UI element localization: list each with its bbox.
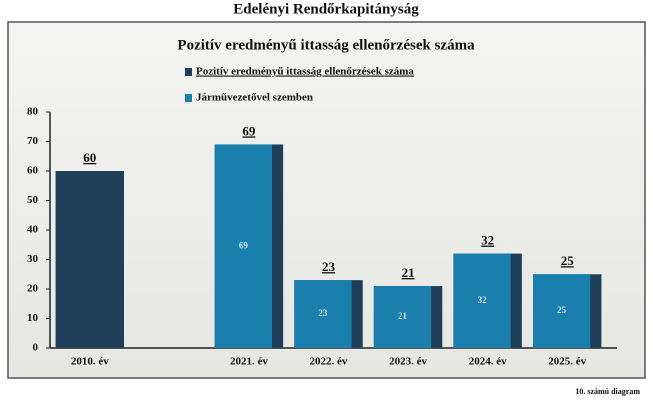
page: {"header": {"title": "Edelényi Rendőrkap…	[0, 0, 653, 402]
inner-value-label: 21	[398, 311, 408, 321]
y-tick-label: 60	[27, 165, 39, 177]
legend-swatch	[185, 94, 192, 102]
legend-swatch	[185, 68, 192, 76]
bar	[56, 171, 124, 348]
y-tick-label: 80	[27, 106, 39, 118]
y-tick-label: 40	[27, 224, 39, 236]
legend-label: Járművezetővel szemben	[196, 92, 313, 104]
footer-note: 10. számú diagram	[575, 387, 640, 396]
y-tick-label: 20	[27, 283, 39, 295]
x-tick-label: 2021. év	[230, 356, 268, 368]
x-tick-label: 2024. év	[469, 356, 507, 368]
y-tick-label: 10	[27, 312, 39, 324]
legend-label: Pozitív eredményű ittasság ellenőrzések …	[196, 66, 414, 78]
y-tick-label: 50	[27, 194, 39, 206]
value-label: 23	[322, 259, 336, 274]
y-tick-label: 0	[33, 342, 39, 354]
value-label: 21	[402, 265, 415, 280]
inner-value-label: 25	[557, 305, 567, 315]
page-title: Edelényi Rendőrkapitányság	[233, 1, 419, 17]
value-label: 69	[242, 123, 256, 138]
y-tick-label: 70	[27, 135, 39, 147]
x-tick-label: 2023. év	[389, 356, 427, 368]
x-tick-label: 2010. év	[71, 356, 109, 368]
chart-title: Pozitív eredményű ittasság ellenőrzések …	[177, 37, 475, 53]
value-label: 25	[561, 253, 575, 268]
y-tick-label: 30	[27, 253, 39, 265]
inner-value-label: 23	[318, 308, 328, 318]
inner-value-label: 69	[239, 240, 249, 250]
inner-value-label: 32	[478, 295, 488, 305]
chart: Edelényi Rendőrkapitányság Pozitív eredm…	[0, 0, 653, 402]
value-label: 60	[83, 150, 96, 165]
x-tick-label: 2025. év	[548, 356, 586, 368]
value-label: 32	[481, 233, 494, 248]
x-tick-label: 2022. év	[310, 356, 348, 368]
